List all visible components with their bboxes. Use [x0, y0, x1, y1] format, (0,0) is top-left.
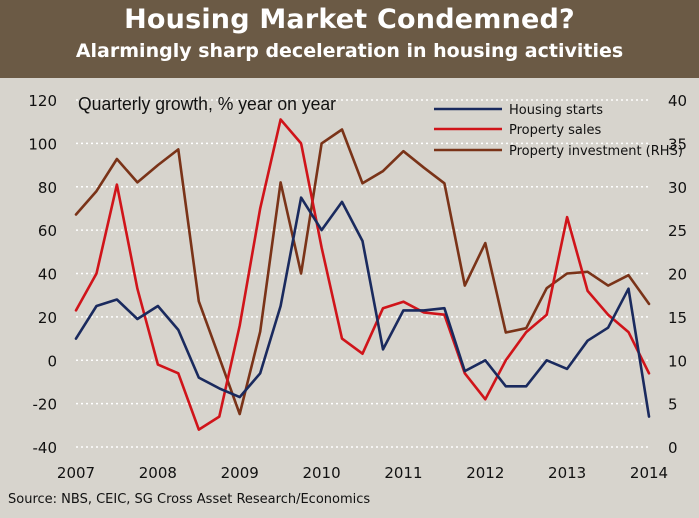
legend: Housing starts Property sales Property inv… [434, 103, 683, 159]
legend-label: Property sales [509, 123, 601, 138]
series-line-property-investment-rhs [74, 128, 651, 416]
x-tick-label: 2012 [466, 464, 504, 482]
y-right-tick-label: 40 [668, 92, 687, 110]
x-tick-label: 2008 [139, 464, 177, 482]
left-axis-ticks: -40 -20 0 20 40 60 80 100 120 [28, 92, 57, 457]
y-right-tick-label: 25 [668, 222, 687, 240]
legend-label: Property investment (RHS) [509, 144, 683, 159]
chart-title: Housing Market Condemned? [124, 4, 575, 35]
series-lines [74, 118, 651, 431]
y-left-tick-label: 80 [38, 179, 57, 197]
y-right-tick-label: 5 [668, 396, 678, 414]
series-line-housing-starts [74, 196, 651, 418]
x-axis-ticks: 2007 2008 2009 2010 2011 2012 2013 2014 [57, 464, 668, 482]
y-right-tick-label: 0 [668, 439, 678, 457]
title-banner: Housing Market Condemned? Alarmingly sha… [0, 0, 699, 78]
y-right-tick-label: 20 [668, 266, 687, 284]
y-left-tick-label: -40 [33, 439, 58, 457]
y-left-tick-label: 20 [38, 309, 57, 327]
source-note: Source: NBS, CEIC, SG Cross Asset Resear… [8, 492, 371, 507]
y-right-tick-label: 15 [668, 309, 687, 327]
x-tick-label: 2010 [302, 464, 340, 482]
y-left-tick-label: 100 [28, 135, 57, 153]
chart-subtitle: Alarmingly sharp deceleration in housing… [75, 40, 624, 62]
x-tick-label: 2013 [548, 464, 586, 482]
right-axis-ticks: 0 5 10 15 20 25 30 35 40 [668, 92, 687, 457]
x-tick-label: 2009 [221, 464, 259, 482]
y-left-tick-label: -20 [33, 396, 58, 414]
x-tick-label: 2007 [57, 464, 95, 482]
y-left-tick-label: 120 [28, 92, 57, 110]
x-tick-label: 2014 [630, 464, 668, 482]
y-left-tick-label: 60 [38, 222, 57, 240]
y-left-tick-label: 40 [38, 266, 57, 284]
legend-label: Housing starts [509, 103, 603, 118]
plot-title: Quarterly growth, % year on year [78, 94, 336, 114]
series-line-property-sales [74, 118, 651, 431]
line-chart: -40 -20 0 20 40 60 80 100 120 0 5 10 15 20 25 30 35 40 2… [28, 92, 687, 482]
x-tick-label: 2011 [384, 464, 422, 482]
y-right-tick-label: 35 [668, 135, 687, 153]
y-right-tick-label: 10 [668, 352, 687, 370]
gridlines [76, 99, 649, 448]
y-left-tick-label: 0 [47, 352, 57, 370]
y-right-tick-label: 30 [668, 179, 687, 197]
